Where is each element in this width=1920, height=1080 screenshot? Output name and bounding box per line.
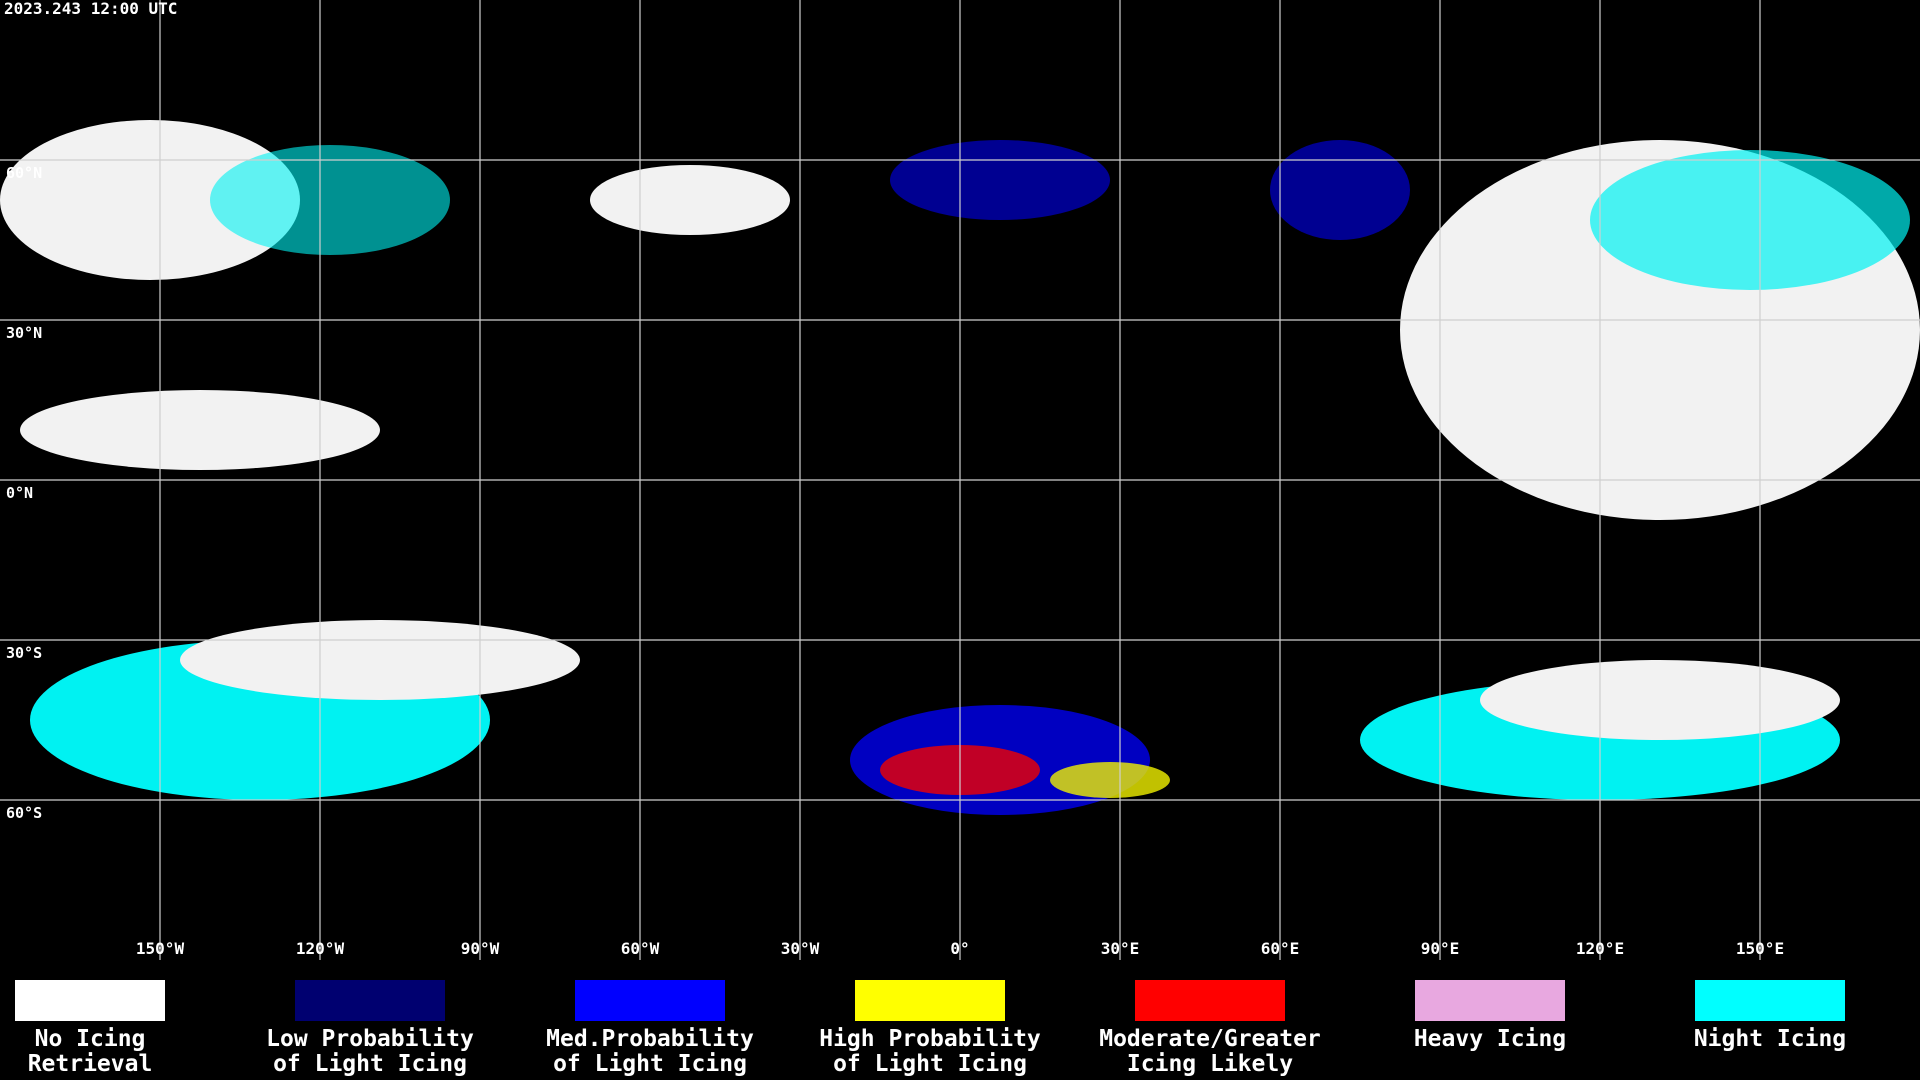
legend-label: of Light Icing [833, 1051, 1027, 1077]
longitude-label: 30°W [781, 939, 820, 958]
legend-swatch [295, 980, 445, 1021]
longitude-label: 150°W [136, 939, 185, 958]
longitude-label: 120°W [296, 939, 345, 958]
legend-label: High Probability [819, 1026, 1041, 1052]
longitude-label: 120°E [1576, 939, 1624, 958]
legend-label: Night Icing [1694, 1026, 1846, 1052]
legend-swatch [1135, 980, 1285, 1021]
legend-swatch [1695, 980, 1845, 1021]
latitude-label: 30°N [6, 324, 42, 342]
legend-label: of Light Icing [553, 1051, 747, 1077]
longitude-label: 60°E [1261, 939, 1300, 958]
legend-label: Heavy Icing [1414, 1026, 1566, 1052]
latitude-label: 60°N [6, 164, 42, 182]
legend-label: Icing Likely [1127, 1051, 1293, 1077]
legend-label: No Icing [35, 1026, 146, 1052]
graticule [0, 0, 1920, 960]
longitude-label: 90°E [1421, 939, 1460, 958]
legend-label: Low Probability [266, 1026, 474, 1052]
legend-swatch [575, 980, 725, 1021]
legend-swatch [855, 980, 1005, 1021]
longitude-label: 90°W [461, 939, 500, 958]
legend-label: of Light Icing [273, 1051, 467, 1077]
timestamp: 2023.243 12:00 UTC [4, 0, 177, 18]
longitude-label: 30°E [1101, 939, 1140, 958]
latitude-label: 60°S [6, 804, 42, 822]
legend-label: Retrieval [28, 1051, 153, 1077]
legend-label: Moderate/Greater [1099, 1026, 1321, 1052]
legend-label: Med.Probability [546, 1026, 754, 1052]
latitude-label: 0°N [6, 484, 33, 502]
longitude-label: 60°W [621, 939, 660, 958]
longitude-label: 150°E [1736, 939, 1784, 958]
legend-swatch [15, 980, 165, 1021]
longitude-label: 0° [950, 939, 969, 958]
graticule-labels: 60°N 30°N 0°N 30°S 60°S 150°W 120°W 90°W 60°W 30°… [6, 164, 1784, 958]
latitude-label: 30°S [6, 644, 42, 662]
legend-swatch [1415, 980, 1565, 1021]
